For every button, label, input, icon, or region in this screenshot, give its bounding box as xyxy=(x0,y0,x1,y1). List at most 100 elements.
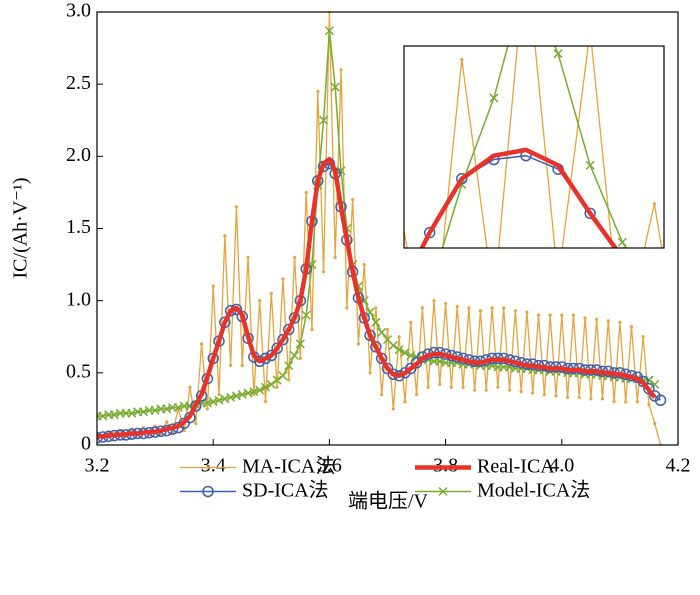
marker xyxy=(394,345,404,355)
marker xyxy=(188,385,192,389)
marker xyxy=(281,277,285,281)
marker xyxy=(647,402,651,407)
marker xyxy=(432,299,436,303)
marker xyxy=(266,379,276,389)
marker xyxy=(560,313,564,317)
marker xyxy=(403,400,407,404)
marker xyxy=(255,385,265,395)
marker xyxy=(356,342,361,346)
marker xyxy=(295,339,305,349)
marker xyxy=(414,392,419,397)
marker xyxy=(650,379,660,389)
marker xyxy=(271,342,283,355)
inset-frame xyxy=(403,45,665,249)
marker xyxy=(43,423,46,426)
marker xyxy=(137,454,145,462)
marker xyxy=(287,378,291,382)
marker xyxy=(595,317,599,322)
marker xyxy=(374,306,378,310)
marker xyxy=(229,364,233,368)
marker xyxy=(404,362,417,375)
marker xyxy=(681,330,691,340)
marker xyxy=(624,400,628,404)
marker xyxy=(75,279,78,282)
marker xyxy=(298,356,302,360)
marker xyxy=(380,392,384,397)
marker xyxy=(258,299,262,303)
marker xyxy=(381,362,394,375)
marker xyxy=(206,465,210,470)
marker xyxy=(438,486,448,497)
plot-area xyxy=(97,12,667,445)
marker xyxy=(316,89,320,93)
marker xyxy=(202,485,214,498)
marker xyxy=(461,385,465,389)
marker xyxy=(536,313,541,317)
marker xyxy=(685,395,688,398)
marker xyxy=(272,375,282,385)
y-tick-label: 1.5 xyxy=(66,216,91,238)
marker xyxy=(513,309,517,313)
marker xyxy=(473,388,477,392)
legend-label: Real-ICA xyxy=(477,456,555,478)
marker xyxy=(589,29,592,32)
marker xyxy=(571,313,576,317)
marker xyxy=(400,348,410,358)
marker xyxy=(171,471,174,474)
marker xyxy=(654,394,667,407)
marker xyxy=(72,383,82,393)
marker xyxy=(203,327,206,330)
marker xyxy=(502,306,506,310)
marker xyxy=(201,446,209,454)
marker xyxy=(566,395,570,399)
marker xyxy=(409,320,413,324)
marker xyxy=(423,226,436,239)
y-tick-label: 3.0 xyxy=(66,0,91,22)
marker xyxy=(426,385,430,389)
marker xyxy=(324,26,334,36)
marker xyxy=(426,286,434,294)
marker xyxy=(600,397,605,401)
plot-frame xyxy=(96,11,679,446)
marker xyxy=(265,434,273,442)
marker xyxy=(589,397,593,401)
marker xyxy=(420,306,424,310)
marker xyxy=(455,304,459,309)
marker xyxy=(233,440,241,448)
marker xyxy=(548,313,552,317)
marker xyxy=(612,400,616,404)
marker xyxy=(438,382,442,386)
marker xyxy=(304,190,308,195)
legend-item: MA-ICA法 xyxy=(180,455,335,478)
marker xyxy=(223,234,227,238)
marker xyxy=(246,255,250,259)
marker xyxy=(388,340,398,350)
marker xyxy=(410,356,423,369)
marker xyxy=(292,255,297,259)
marker xyxy=(635,400,639,404)
series-line xyxy=(97,156,657,439)
y-tick-label: 0 xyxy=(81,433,91,455)
x-tick-label: 4.0 xyxy=(549,455,574,477)
marker xyxy=(556,279,559,282)
legend-item: SD-ICA法 xyxy=(180,479,329,502)
marker xyxy=(391,407,395,411)
marker xyxy=(329,408,337,416)
marker xyxy=(617,253,627,263)
x-tick-label: 4.2 xyxy=(666,455,691,477)
legend-item: Model-ICA法 xyxy=(415,479,590,502)
marker xyxy=(484,388,488,392)
y-tick-label: 0.5 xyxy=(66,360,91,382)
marker xyxy=(217,392,221,397)
marker xyxy=(490,306,494,310)
marker xyxy=(649,295,659,305)
marker xyxy=(368,371,372,375)
marker xyxy=(492,298,495,301)
marker xyxy=(307,260,317,270)
marker xyxy=(577,395,581,399)
y-tick-label: 2.5 xyxy=(66,72,91,94)
marker xyxy=(330,82,340,92)
marker xyxy=(194,421,198,425)
marker xyxy=(7,345,17,355)
